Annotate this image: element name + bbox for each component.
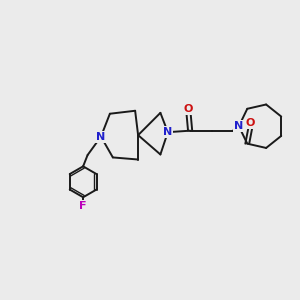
Text: O: O	[245, 118, 255, 128]
Text: N: N	[234, 121, 244, 131]
Text: F: F	[80, 201, 87, 211]
Text: N: N	[96, 132, 106, 142]
Text: N: N	[163, 127, 172, 137]
Text: O: O	[184, 104, 193, 114]
